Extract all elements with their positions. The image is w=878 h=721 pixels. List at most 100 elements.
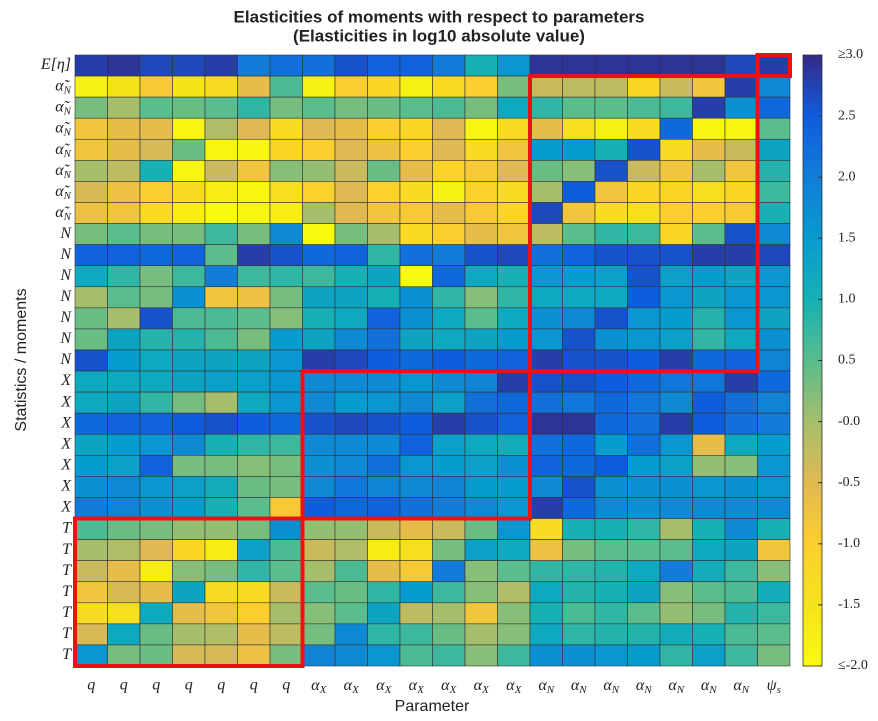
x-tick-label: αX <box>376 677 392 696</box>
heat-cell <box>724 433 758 456</box>
heat-cell <box>692 455 726 477</box>
colorbar-tick-label: 2.5 <box>838 108 856 123</box>
heat-cell <box>74 560 108 583</box>
heat-cell <box>399 644 433 667</box>
heat-cell <box>724 138 758 161</box>
heat-cell <box>497 265 531 288</box>
heat-cell <box>627 138 661 161</box>
heat-cell <box>237 623 271 646</box>
heat-cell <box>562 476 596 498</box>
heat-cell <box>269 244 303 266</box>
heat-cell <box>594 244 628 266</box>
heat-cell <box>237 476 271 498</box>
heat-cell <box>74 391 108 414</box>
colorbar-step <box>803 244 822 252</box>
heat-cell <box>204 644 238 667</box>
heat-cell <box>432 455 466 477</box>
heat-cell <box>367 455 401 477</box>
heat-cell <box>172 581 206 604</box>
heat-cell <box>237 181 271 203</box>
heat-cell <box>464 433 498 456</box>
heat-cell <box>529 138 563 161</box>
heat-cell <box>237 349 271 372</box>
heat-cell <box>757 223 791 245</box>
heat-cell <box>107 160 141 182</box>
x-tick-label: q <box>152 677 160 694</box>
heat-cell <box>302 265 336 288</box>
heat-cell <box>757 391 791 414</box>
heat-cell <box>432 370 466 393</box>
heat-cell <box>334 286 368 309</box>
heat-cell <box>757 244 791 266</box>
x-tick-label: αX <box>474 677 490 696</box>
colorbar-step <box>803 146 822 154</box>
heat-cell <box>269 286 303 309</box>
heat-cell <box>627 433 661 456</box>
heat-cell <box>562 160 596 182</box>
heat-cell <box>237 244 271 266</box>
heat-cell <box>627 560 661 583</box>
heat-cell <box>139 623 173 646</box>
heat-cell <box>562 307 596 330</box>
heat-cell <box>74 539 108 561</box>
colorbar-step <box>803 635 822 643</box>
heat-cell <box>302 581 336 604</box>
heat-cell <box>74 202 108 224</box>
colorbar-step <box>803 427 822 435</box>
heat-cell <box>367 75 401 98</box>
heat-cell <box>562 223 596 245</box>
highlight-box <box>300 369 532 521</box>
heat-cell <box>302 138 336 161</box>
heat-cell <box>172 202 206 224</box>
heat-cell <box>172 476 206 498</box>
y-tick-label: N <box>59 246 72 263</box>
heat-cell <box>659 96 693 119</box>
heat-cell <box>399 138 433 161</box>
heat-cell <box>367 223 401 245</box>
heat-cell <box>237 96 271 119</box>
heat-cell <box>497 539 531 561</box>
heat-cell <box>269 181 303 203</box>
heat-cell <box>107 518 141 540</box>
heat-cell <box>172 602 206 625</box>
heat-cell <box>139 602 173 625</box>
heat-cell <box>269 75 303 98</box>
heat-cell <box>757 286 791 309</box>
heat-cell <box>237 497 271 519</box>
heat-cell <box>562 391 596 414</box>
x-tick-label: ψs <box>767 677 781 696</box>
x-tick-label: q <box>282 677 290 694</box>
colorbar-step <box>803 653 822 661</box>
heat-cell <box>692 117 726 140</box>
heat-cell <box>659 244 693 266</box>
heat-cell <box>172 539 206 561</box>
heat-cell <box>172 433 206 456</box>
heat-cell <box>74 476 108 498</box>
highlight-box <box>73 516 305 668</box>
heat-cell <box>204 560 238 583</box>
heat-cell <box>172 138 206 161</box>
heat-cell <box>139 518 173 540</box>
heat-cell <box>659 328 693 351</box>
heat-cell <box>74 138 108 161</box>
heat-cell <box>562 54 596 77</box>
heat-cell <box>334 644 368 667</box>
heat-cell <box>432 160 466 182</box>
heat-cell <box>302 307 336 330</box>
heat-cell <box>399 223 433 245</box>
heat-cell <box>399 476 433 498</box>
heat-cell <box>432 623 466 646</box>
heat-cell <box>594 581 628 604</box>
y-tick-label: N <box>59 225 72 242</box>
heat-cell <box>594 602 628 625</box>
heat-cell <box>529 560 563 583</box>
heat-cell <box>139 433 173 456</box>
colorbar-step <box>803 537 822 545</box>
y-tick-label: X <box>60 457 72 474</box>
colorbar-step <box>803 525 822 533</box>
heat-cell <box>334 560 368 583</box>
colorbar-step <box>803 513 822 520</box>
highlight-box <box>528 74 760 374</box>
heat-cell <box>594 265 628 288</box>
colorbar-step <box>803 403 822 410</box>
